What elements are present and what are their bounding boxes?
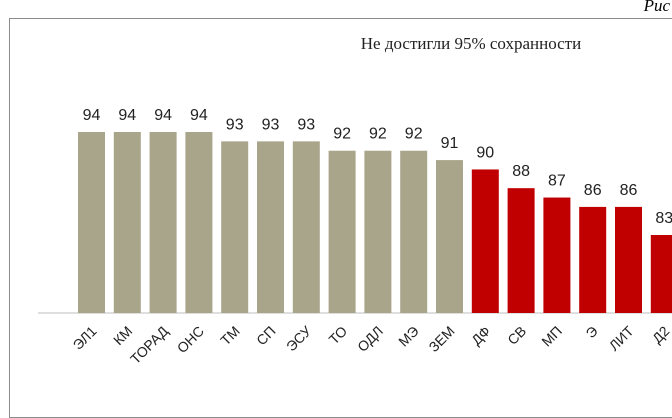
bar-КМ (113, 132, 141, 313)
category-label: ТОРАД (127, 322, 172, 367)
data-label: 91 (441, 135, 459, 152)
chart-title: Не достигли 95% сохранности (361, 34, 581, 53)
category-label: ЭЛ1 (70, 323, 100, 353)
data-label: 94 (190, 107, 208, 124)
bar-Э (579, 206, 607, 313)
category-label: МП (538, 323, 565, 350)
bar-ТМ (221, 141, 249, 313)
data-label: 90 (476, 144, 494, 161)
category-label: Э (582, 323, 600, 341)
bar-МЭ (400, 150, 428, 313)
bar-ОДЛ (364, 150, 392, 313)
category-label: КМ (110, 323, 135, 348)
bar-МП (543, 197, 571, 313)
bar-ЭСУ (292, 141, 320, 313)
bar-ОНС (185, 132, 213, 313)
category-label: ОНС (174, 323, 207, 356)
bar-ДФ (471, 169, 499, 313)
category-label: СВ (504, 323, 529, 348)
bar-ТОРАД (149, 132, 177, 313)
category-label: ТМ (217, 323, 243, 349)
data-label: 94 (154, 107, 172, 124)
data-label: 93 (262, 116, 280, 133)
data-label: 92 (333, 126, 351, 143)
category-label: ДФ (468, 323, 493, 348)
bar-ЭЛ1 (78, 132, 105, 313)
data-label: 94 (83, 107, 101, 124)
category-label: ЛИТ (606, 322, 637, 353)
category-label: ОДЛ (354, 323, 386, 355)
bar-ЗЕМ (436, 160, 463, 313)
category-label: Д2 (649, 323, 672, 347)
data-label: 87 (548, 173, 566, 190)
data-label: 86 (584, 182, 602, 199)
bar-Д2 (650, 235, 672, 313)
data-label: 93 (226, 116, 244, 133)
bar-ЛИТ (615, 206, 642, 313)
data-label: 93 (297, 116, 315, 133)
data-label: 88 (512, 163, 530, 180)
category-label: ЗЕМ (425, 323, 457, 355)
data-label: 86 (620, 182, 638, 199)
category-label: МЭ (395, 323, 422, 350)
category-label: ТО (326, 323, 351, 348)
data-label: 94 (118, 107, 136, 124)
category-label: СП (253, 323, 279, 349)
data-label: 92 (369, 126, 387, 143)
bar-СВ (507, 188, 535, 313)
bar-СП (257, 141, 284, 313)
data-label: 92 (405, 126, 423, 143)
figure-caption-fragment: Рис (643, 0, 670, 15)
data-label: 83 (655, 210, 672, 227)
bar-chart: Не достигли 95% сохранности 94 ЭЛ1 94 КМ 94 Т… (38, 34, 672, 367)
bar-ТО (328, 150, 356, 313)
category-label: ЭСУ (283, 323, 315, 355)
